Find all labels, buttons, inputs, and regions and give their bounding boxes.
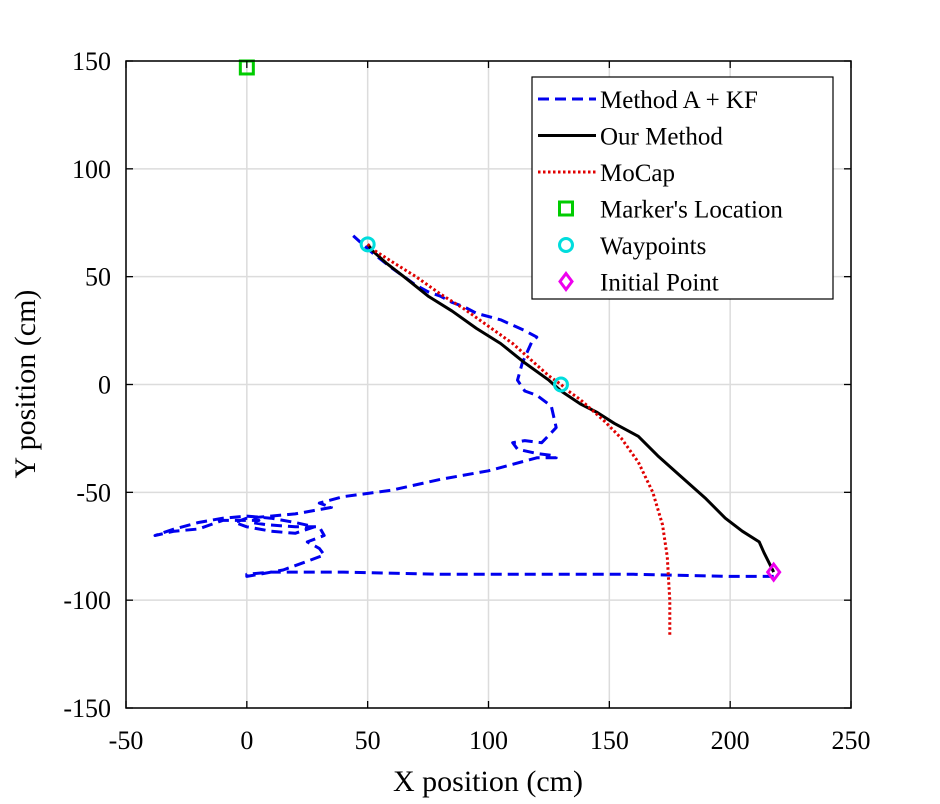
- our-method-line: [366, 243, 776, 573]
- legend-box: [531, 76, 834, 300]
- method-a-kf-line: [153, 234, 774, 578]
- x-tick-label: 0: [240, 726, 253, 755]
- data-series: [153, 59, 782, 635]
- y-tick-label: -50: [76, 478, 111, 507]
- x-tick-label: 150: [590, 726, 629, 755]
- legend-label-our-method: Our Method: [600, 124, 723, 151]
- y-axis-title: Y position (cm): [9, 290, 42, 479]
- x-tick-label: 250: [832, 726, 871, 755]
- legend-label-waypoints: Waypoints: [600, 233, 706, 260]
- y-tick-label: 150: [72, 47, 111, 76]
- x-tick-label: 100: [469, 726, 508, 755]
- y-tick-label: -150: [63, 694, 111, 723]
- legend: Method A + KF Our Method MoCap Marker's Loc…: [531, 76, 834, 300]
- x-tick-label: 50: [355, 726, 381, 755]
- y-tick-label: -100: [63, 586, 111, 615]
- legend-swatch-initial-point: [558, 271, 574, 292]
- waypoints-marker: [553, 376, 569, 393]
- initial-point-marker: [765, 561, 782, 583]
- y-tick-label: 100: [72, 155, 111, 184]
- y-tick-label: 0: [98, 371, 111, 400]
- waypoints-marker: [359, 236, 376, 253]
- axis-ticks: -50 0 50 100 150 200 250 -150 -100 -50 0 50 100 150: [63, 47, 870, 755]
- y-tick-label: 50: [85, 263, 111, 292]
- legend-label-marker-s-location: Marker's Location: [600, 197, 783, 224]
- legend-label-method-a-kf: Method A + KF: [600, 87, 758, 114]
- legend-swatch-waypoints: [558, 237, 574, 253]
- x-axis-title: X position (cm): [393, 765, 583, 798]
- x-tick-label: -50: [109, 726, 144, 755]
- legend-label-initial-point: Initial Point: [600, 270, 719, 297]
- legend-label-mocap: MoCap: [600, 160, 675, 187]
- legend-swatch-marker-s-location: [558, 200, 574, 217]
- x-tick-label: 200: [711, 726, 750, 755]
